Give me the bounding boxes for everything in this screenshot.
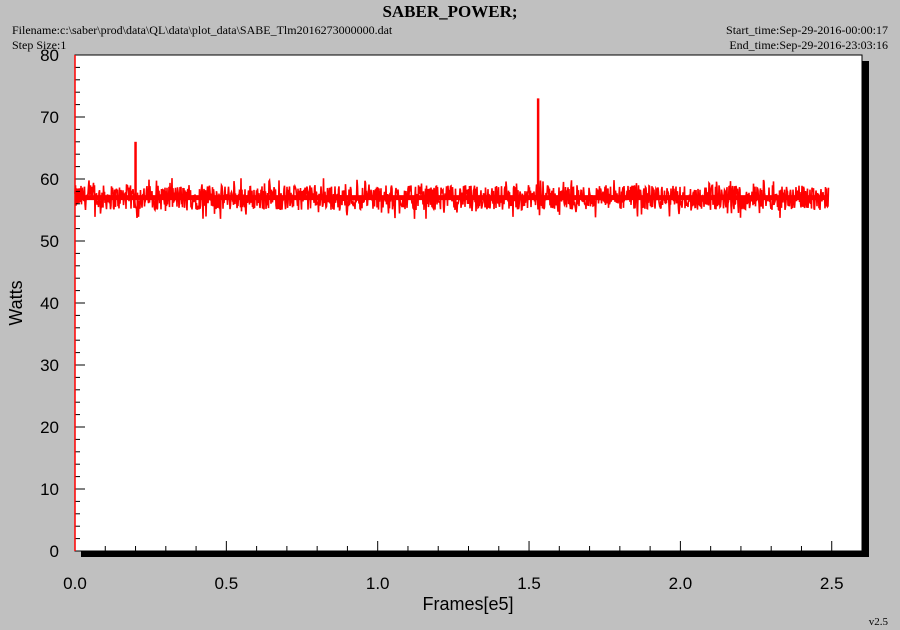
y-tick-label: 20: [40, 418, 59, 437]
x-tick-label: 1.0: [366, 574, 390, 593]
plot-area: [74, 54, 863, 552]
x-tick-label: 0.5: [215, 574, 239, 593]
series-layer: [74, 98, 830, 219]
y-tick-label: 80: [40, 46, 59, 65]
filename-label: Filename:c:\saber\prod\data\QL\data\plot…: [12, 23, 393, 37]
x-tick-label: 1.5: [517, 574, 541, 593]
version-label: v2.5: [868, 616, 888, 628]
y-tick-label: 70: [40, 108, 59, 127]
x-tick-label: 2.5: [820, 574, 844, 593]
x-tick-label: 0.0: [63, 574, 87, 593]
axis-layer: 0 10 20 30 40 50 60 70 80 0.0 0.5 1.0 1.5 2.0 2.5: [40, 46, 843, 593]
chart-title: SABER_POWER;: [382, 2, 518, 21]
x-tick-label: 2.0: [669, 574, 693, 593]
y-axis-label: Watts: [6, 280, 26, 325]
y-tick-label: 30: [40, 356, 59, 375]
y-tick-label: 40: [40, 294, 59, 313]
step-size-label: Step Size:1: [12, 38, 67, 52]
y-tick-label: 10: [40, 480, 59, 499]
y-tick-label: 60: [40, 170, 59, 189]
y-tick-label: 0: [50, 542, 59, 561]
x-axis-label: Frames[e5]: [422, 594, 513, 614]
end-time-label: End_time:Sep-29-2016-23:03:16: [729, 38, 888, 52]
y-tick-label: 50: [40, 232, 59, 251]
start-time-label: Start_time:Sep-29-2016-00:00:17: [726, 23, 888, 37]
